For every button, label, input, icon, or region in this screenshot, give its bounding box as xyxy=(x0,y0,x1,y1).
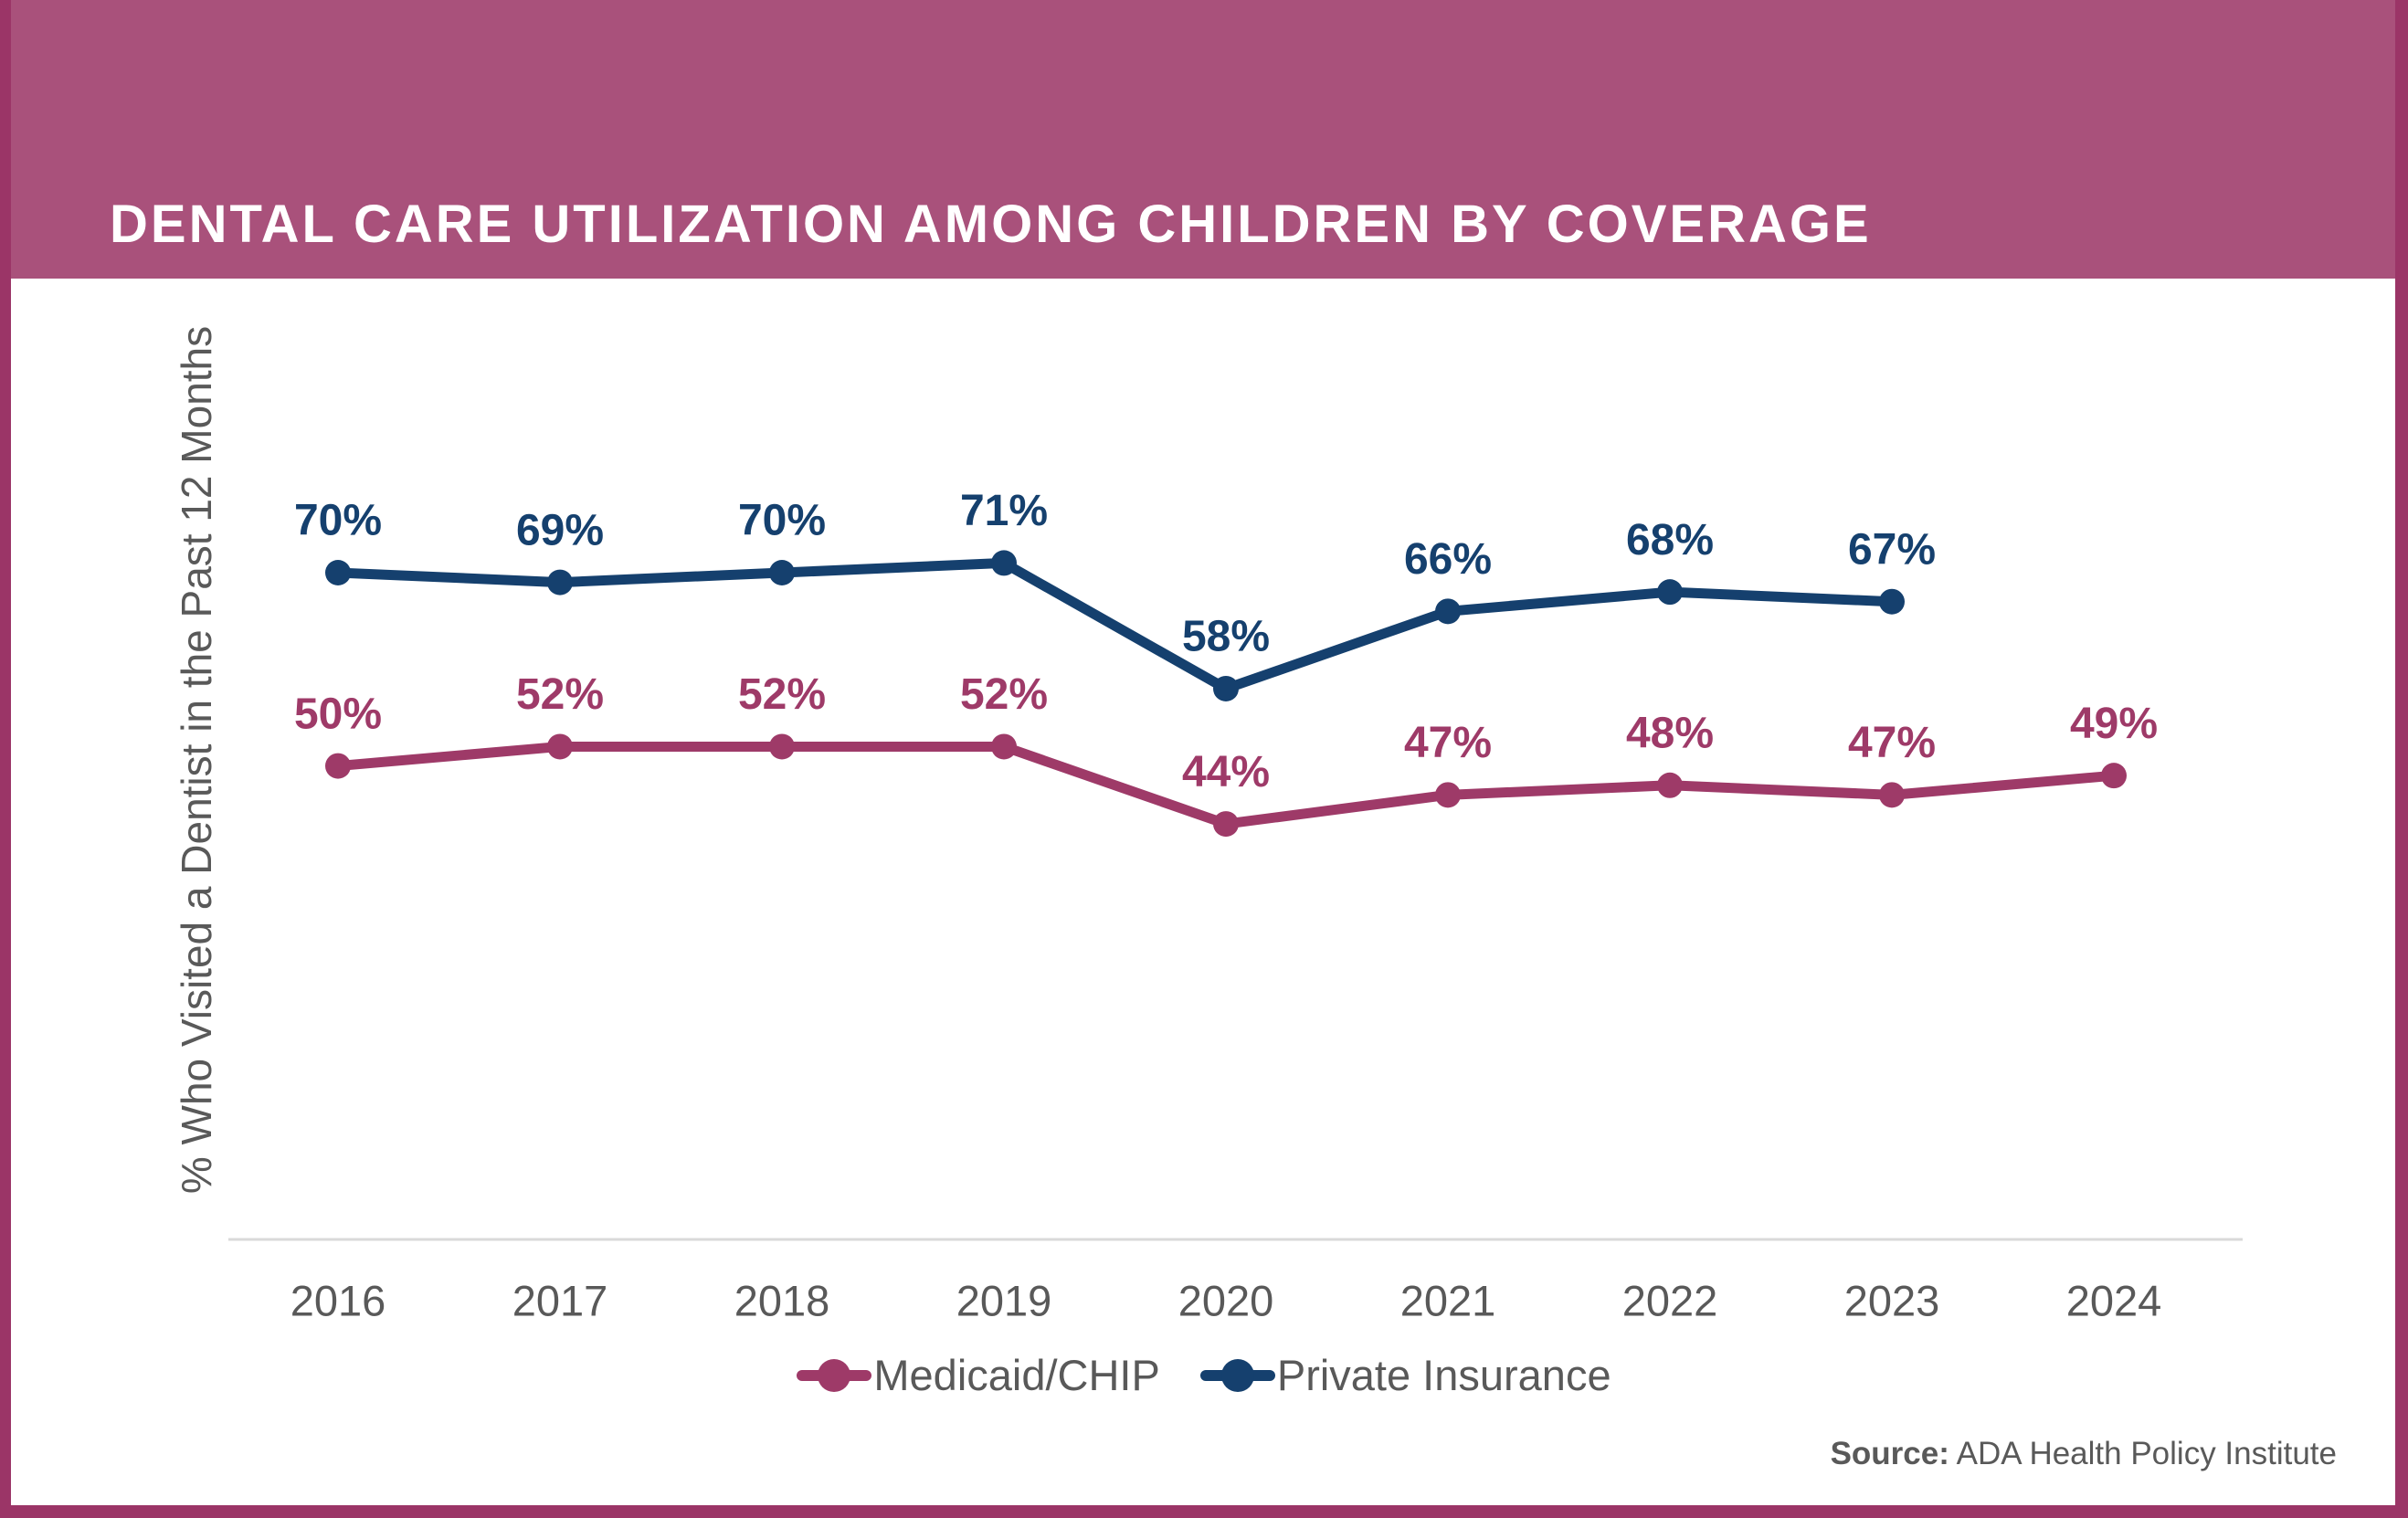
chart-legend: Medicaid/CHIP Private Insurance xyxy=(0,1350,2408,1400)
data-point-label: 70% xyxy=(294,497,382,545)
data-point xyxy=(2101,763,2127,789)
source-text: ADA Health Policy Institute xyxy=(1949,1436,2337,1471)
source-attribution: Source: ADA Health Policy Institute xyxy=(1831,1436,2337,1472)
legend-label-medicaid-chip: Medicaid/CHIP xyxy=(873,1351,1160,1399)
x-tick-label: 2024 xyxy=(2066,1276,2162,1324)
data-point xyxy=(1435,598,1461,625)
data-point-label: 47% xyxy=(1404,719,1492,767)
data-point-label: 48% xyxy=(1626,709,1714,757)
medicaid-chip-line-marker-icon xyxy=(797,1358,872,1392)
data-point xyxy=(991,733,1017,760)
x-tick-label: 2020 xyxy=(1178,1276,1274,1324)
data-point-label: 70% xyxy=(738,497,826,545)
data-point-label: 69% xyxy=(516,506,604,554)
header-band: DENTAL CARE UTILIZATION AMONG CHILDREN B… xyxy=(11,0,2395,279)
data-point-label: 50% xyxy=(294,690,382,738)
data-point xyxy=(991,550,1017,576)
x-tick-label: 2019 xyxy=(956,1276,1052,1324)
legend-item-private-insurance: Private Insurance xyxy=(1199,1350,1611,1400)
data-point xyxy=(325,560,351,585)
x-tick-label: 2022 xyxy=(1622,1276,1718,1324)
legend-label-private-insurance: Private Insurance xyxy=(1276,1351,1611,1399)
data-point-label: 71% xyxy=(960,487,1048,535)
data-point-label: 68% xyxy=(1626,516,1714,564)
data-point xyxy=(769,733,795,760)
private-insurance-line-marker-icon xyxy=(1199,1358,1275,1392)
data-point xyxy=(547,569,573,596)
data-point-label: 67% xyxy=(1848,525,1936,574)
data-point-label: 52% xyxy=(516,670,604,719)
data-point xyxy=(1657,772,1683,798)
x-tick-label: 2021 xyxy=(1400,1276,1496,1324)
x-tick-label: 2023 xyxy=(1844,1276,1940,1324)
data-point xyxy=(1657,579,1683,606)
medicaid-chip-dot-icon xyxy=(818,1358,851,1392)
series-line-private-insurance xyxy=(333,557,1897,694)
x-tick-label: 2016 xyxy=(290,1276,386,1324)
data-point xyxy=(1435,782,1461,808)
data-point xyxy=(1213,811,1239,838)
x-tick-label: 2018 xyxy=(734,1276,830,1324)
data-point xyxy=(547,733,573,760)
data-point-label: 52% xyxy=(738,670,826,719)
source-label: Source: xyxy=(1830,1436,1949,1471)
data-point-label: 44% xyxy=(1182,748,1270,796)
data-point xyxy=(1879,588,1905,615)
data-point-label: 47% xyxy=(1848,719,1936,767)
data-point-label: 66% xyxy=(1404,535,1492,584)
x-tick-label: 2017 xyxy=(512,1276,608,1324)
page-title: DENTAL CARE UTILIZATION AMONG CHILDREN B… xyxy=(110,195,1872,254)
data-point-label: 49% xyxy=(2070,700,2158,748)
private-insurance-dot-icon xyxy=(1220,1358,1254,1392)
data-point xyxy=(325,753,351,779)
data-point-label: 52% xyxy=(960,670,1048,719)
legend-item-medicaid-chip: Medicaid/CHIP xyxy=(797,1350,1160,1400)
data-point-label: 58% xyxy=(1182,613,1270,661)
data-point xyxy=(1879,782,1905,808)
data-point xyxy=(769,560,795,585)
data-point xyxy=(1213,675,1239,701)
